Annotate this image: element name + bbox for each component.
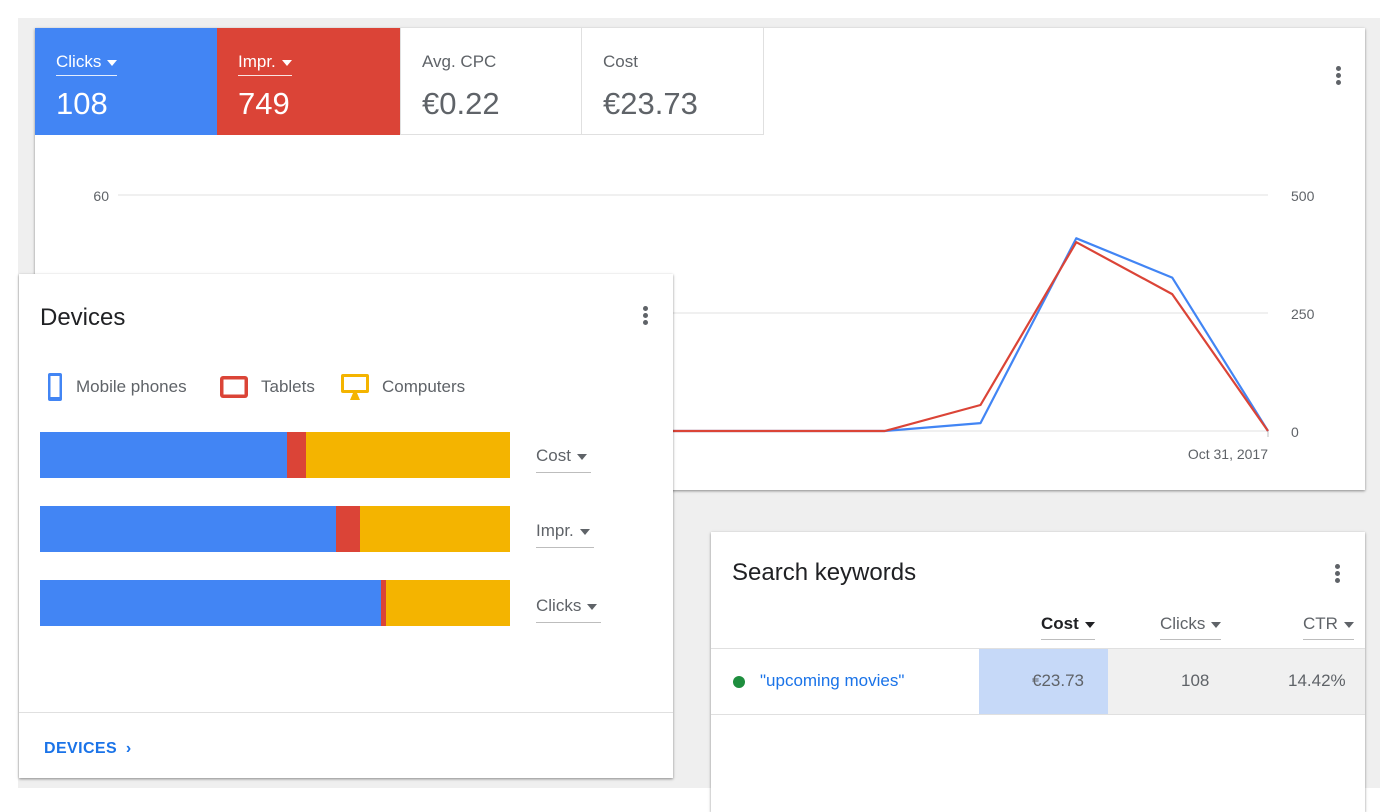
left-axis-tick-label: 60 <box>93 188 109 204</box>
column-header-label: CTR <box>1303 614 1338 633</box>
metric-clicks-label: Clicks <box>56 52 102 71</box>
caret-down-icon <box>579 528 590 535</box>
more-options-icon[interactable] <box>1334 564 1340 586</box>
sorted-column-highlight <box>979 649 1108 714</box>
caret-down-icon <box>587 603 598 610</box>
legend-tablets: Tablets <box>219 372 315 402</box>
bar-segment-mobile-phones <box>40 580 381 626</box>
keyword-link[interactable]: "upcoming movies" <box>760 671 905 690</box>
keyword-status-dot <box>733 676 745 688</box>
metric-clicks-dropdown[interactable]: Clicks <box>56 52 118 76</box>
more-options-icon[interactable] <box>642 306 648 328</box>
metric-tab-impressions[interactable]: Impr. 749 <box>217 28 400 135</box>
x-axis-date-label: Oct 31, 2017 <box>1188 446 1268 462</box>
bar-segment-computers <box>359 506 510 552</box>
right-axis-tick-label: 500 <box>1291 188 1315 204</box>
tablet-icon <box>220 376 248 398</box>
legend-label: Tablets <box>261 377 315 396</box>
devices-card: Devices Mobile phones Tablets Computers <box>19 274 673 778</box>
stacked-bar-impressions <box>40 506 510 552</box>
bar-segment-computers <box>386 580 510 626</box>
column-header-label: Cost <box>1041 614 1079 633</box>
metric-cost-value: €23.73 <box>603 86 698 121</box>
bar-segment-computers <box>305 432 510 478</box>
devices-title: Devices <box>40 304 126 331</box>
mobile-phone-icon <box>48 373 62 401</box>
devices-link-label: DEVICES <box>44 740 118 757</box>
metric-avg-cpc-label: Avg. CPC <box>422 52 497 71</box>
keyword-cost: €23.73 <box>1032 671 1084 690</box>
row-background <box>1108 649 1365 714</box>
metric-tab-cost[interactable]: Cost €23.73 <box>582 28 764 135</box>
right-axis-tick-label: 250 <box>1291 306 1315 322</box>
metric-impressions-dropdown[interactable]: Impr. <box>238 52 292 76</box>
caret-down-icon <box>1211 621 1222 628</box>
metric-impressions-label: Impr. <box>238 52 276 71</box>
dropdown-label: Cost <box>536 446 571 465</box>
card-divider <box>19 712 673 713</box>
legend-label: Mobile phones <box>76 377 187 396</box>
clicks-metric-dropdown[interactable]: Clicks <box>536 596 602 623</box>
metric-cost-label: Cost <box>603 52 638 71</box>
stacked-bar-clicks <box>40 580 510 626</box>
chevron-right-icon: › <box>125 740 132 757</box>
computer-icon <box>341 374 369 400</box>
caret-down-icon <box>1343 621 1354 628</box>
column-header-cost[interactable]: Cost <box>1041 614 1095 640</box>
column-header-clicks[interactable]: Clicks <box>1160 614 1222 640</box>
caret-down-icon <box>1084 621 1095 628</box>
more-options-icon[interactable] <box>1335 66 1341 88</box>
devices-link[interactable]: DEVICES › <box>44 740 132 758</box>
dropdown-label: Clicks <box>536 596 582 615</box>
bar-segment-tablets <box>380 580 387 626</box>
metric-clicks-value: 108 <box>56 86 108 121</box>
column-header-label: Clicks <box>1160 614 1206 633</box>
bar-segment-tablets <box>286 432 306 478</box>
right-axis-tick-label: 0 <box>1291 424 1299 440</box>
dropdown-label: Impr. <box>536 521 574 540</box>
caret-down-icon <box>107 59 118 66</box>
bar-segment-mobile-phones <box>40 432 287 478</box>
impressions-metric-dropdown[interactable]: Impr. <box>536 521 594 548</box>
bar-segment-tablets <box>336 506 360 552</box>
metric-impressions-value: 749 <box>238 86 290 121</box>
metric-avg-cpc-value: €0.22 <box>422 86 500 121</box>
caret-down-icon <box>576 453 587 460</box>
search-keywords-title: Search keywords <box>732 559 917 586</box>
cost-metric-dropdown[interactable]: Cost <box>536 446 591 473</box>
table-row[interactable]: "upcoming movies" €23.73 108 14.42% <box>711 648 1365 715</box>
caret-down-icon <box>281 59 292 66</box>
search-keywords-card: Search keywords Cost Clicks CTR "upcomin… <box>711 532 1365 812</box>
metric-tab-avg-cpc[interactable]: Avg. CPC €0.22 <box>400 28 582 135</box>
legend-mobile-phones: Mobile phones <box>46 372 187 402</box>
bar-segment-mobile-phones <box>40 506 337 552</box>
metric-tab-clicks[interactable]: Clicks 108 <box>35 28 217 135</box>
stacked-bar-cost <box>40 432 510 478</box>
legend-computers: Computers <box>340 372 465 402</box>
legend-label: Computers <box>382 377 466 396</box>
keyword-ctr: 14.42% <box>1288 671 1346 690</box>
keyword-clicks: 108 <box>1181 671 1210 690</box>
column-header-ctr[interactable]: CTR <box>1303 614 1354 640</box>
